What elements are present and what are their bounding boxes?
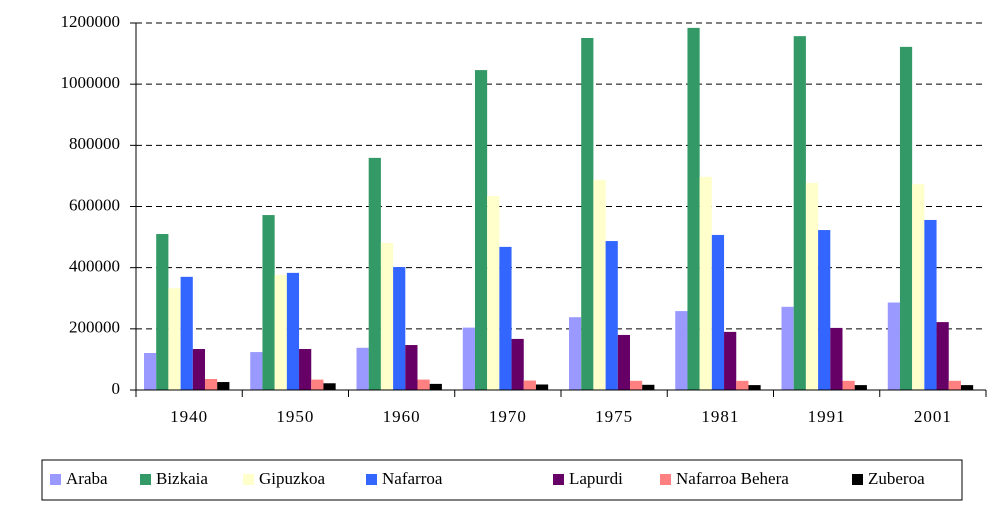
- bar: [499, 246, 512, 390]
- y-tick-label: 600000: [69, 195, 120, 214]
- bar: [924, 219, 937, 390]
- bar: [205, 378, 218, 390]
- bar: [299, 349, 312, 390]
- bar: [511, 338, 524, 390]
- bar: [675, 311, 688, 390]
- bar: [960, 385, 974, 390]
- x-tick-label: 1975: [595, 407, 633, 426]
- bar: [699, 176, 712, 390]
- legend-swatch: [50, 474, 61, 485]
- bar: [368, 157, 381, 390]
- bar: [393, 267, 406, 390]
- bar: [250, 352, 263, 390]
- bar: [854, 385, 867, 390]
- bar: [642, 384, 655, 390]
- bar: [948, 380, 961, 390]
- legend-label: Bizkaia: [156, 469, 208, 488]
- bar: [429, 383, 442, 390]
- legend-label: Zuberoa: [868, 469, 925, 488]
- bar: [180, 276, 193, 390]
- bar: [736, 380, 749, 390]
- bar: [192, 349, 205, 390]
- legend-swatch: [140, 474, 151, 485]
- bar: [830, 327, 843, 390]
- x-tick-label: 1940: [170, 407, 208, 426]
- legend-label: Lapurdi: [569, 469, 623, 488]
- legend-label: Nafarroa: [382, 469, 443, 488]
- bar: [912, 184, 925, 390]
- y-tick-label: 400000: [69, 257, 120, 276]
- legend-label: Nafarroa Behera: [676, 469, 789, 488]
- bar: [581, 37, 594, 390]
- x-tick-label: 1950: [276, 407, 314, 426]
- legend-swatch: [243, 474, 254, 485]
- x-tick-label: 2001: [914, 407, 952, 426]
- bar: [535, 384, 549, 390]
- bar: [593, 179, 606, 390]
- bar: [793, 36, 806, 391]
- bar: [724, 331, 737, 390]
- bar: [899, 46, 913, 390]
- bar: [936, 322, 949, 390]
- bar: [887, 302, 900, 390]
- x-tick-label: 1981: [701, 407, 739, 426]
- y-tick-label: 0: [112, 379, 121, 398]
- bar: [818, 230, 831, 390]
- bar: [168, 288, 181, 390]
- bar: [474, 70, 488, 391]
- legend-swatch: [852, 474, 863, 485]
- bar: [605, 241, 618, 390]
- bar: [323, 383, 336, 390]
- x-tick-label: 1991: [808, 407, 846, 426]
- bar: [274, 275, 287, 390]
- bar: [217, 382, 230, 390]
- bar: [286, 272, 300, 390]
- y-tick-label: 1000000: [61, 73, 121, 92]
- bar: [781, 306, 794, 390]
- bar: [144, 352, 157, 390]
- legend-label: Gipuzkoa: [259, 469, 326, 488]
- bar: [380, 242, 394, 390]
- bar: [617, 334, 630, 390]
- bar: [356, 347, 369, 390]
- legend-label: Araba: [66, 469, 108, 488]
- bar: [842, 380, 855, 390]
- legend-swatch: [553, 474, 564, 485]
- legend-box: [41, 459, 963, 501]
- bar: [630, 380, 643, 390]
- x-tick-label: 1960: [383, 407, 421, 426]
- bar: [156, 234, 169, 390]
- y-tick-label: 200000: [69, 318, 120, 337]
- legend-swatch: [366, 474, 377, 485]
- bar: [805, 182, 819, 390]
- x-tick-label: 1970: [489, 407, 527, 426]
- bar: [687, 27, 700, 390]
- bar: [748, 385, 761, 390]
- bar: [262, 215, 275, 390]
- bar: [462, 327, 475, 390]
- bar: [569, 317, 582, 390]
- bar: [417, 379, 430, 390]
- bar: [311, 379, 324, 390]
- legend-swatch: [660, 474, 671, 485]
- bar: [711, 234, 725, 390]
- bar: [487, 196, 500, 390]
- bar: [405, 345, 418, 390]
- y-tick-label: 800000: [69, 134, 120, 153]
- bar: [523, 380, 536, 390]
- y-tick-label: 1200000: [61, 12, 121, 31]
